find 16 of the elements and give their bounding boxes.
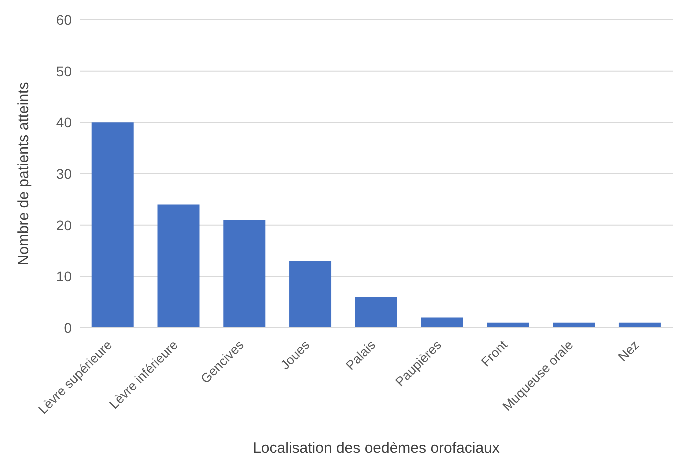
bar — [158, 204, 200, 328]
bar — [290, 261, 332, 328]
bar — [421, 318, 464, 328]
x-axis-title: Localisation des oedèmes orofaciaux — [253, 440, 500, 457]
bar — [224, 220, 266, 328]
y-tick-label: 20 — [56, 217, 72, 234]
y-tick-label: 30 — [56, 166, 72, 182]
y-tick-label: 0 — [64, 320, 72, 336]
y-tick-label: 10 — [56, 268, 72, 285]
bar — [92, 122, 134, 328]
y-tick-label: 60 — [56, 12, 72, 28]
bar — [355, 297, 398, 328]
y-tick-label: 40 — [56, 114, 72, 131]
y-tick-label: 50 — [56, 63, 72, 80]
y-axis-title: Nombre de patients atteints — [15, 82, 32, 266]
x-tick-label: Nez — [615, 338, 642, 364]
